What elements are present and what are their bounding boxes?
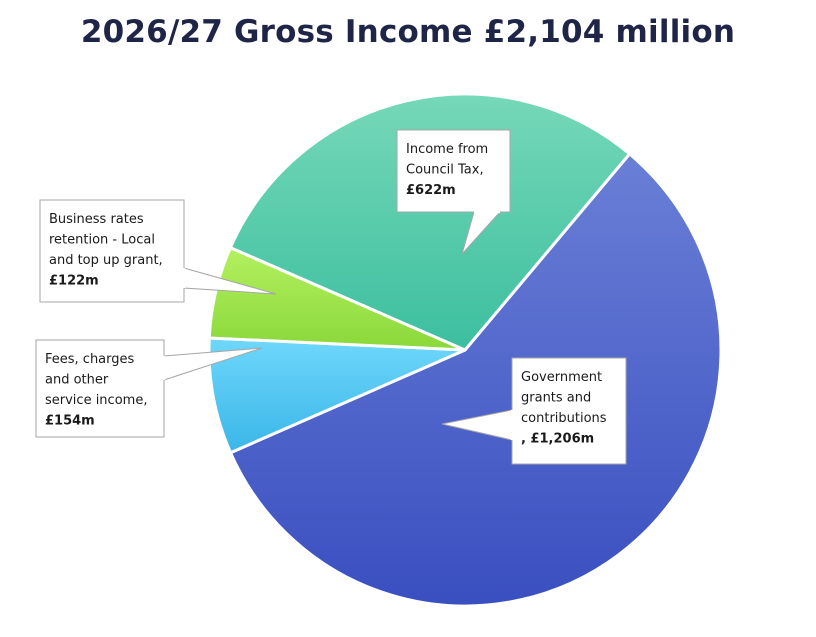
data-label-value: , £1,206m xyxy=(521,432,594,447)
data-label: Fees, charges and other service income, £15… xyxy=(35,339,263,438)
data-label-box xyxy=(35,339,165,438)
data-label-box xyxy=(396,129,511,213)
data-label-value: £622m xyxy=(406,183,456,198)
data-label-text: Council Tax, xyxy=(406,163,484,178)
data-label-text: Government xyxy=(521,370,602,385)
data-label: Government grants and contributions , £1,20… xyxy=(441,357,627,465)
data-label-text: and top up grant, xyxy=(49,253,163,268)
data-label-box xyxy=(511,357,627,465)
data-label-text: grants and xyxy=(521,391,591,406)
data-label-value: £122m xyxy=(49,274,99,289)
pie-slice xyxy=(228,92,632,352)
data-label-text: and other xyxy=(45,373,109,388)
data-label-text: service income, xyxy=(45,393,147,408)
data-label-text: Income from xyxy=(406,142,488,157)
data-label-text: Fees, charges xyxy=(45,352,135,367)
data-label-text: Business rates xyxy=(49,212,144,227)
pie-slice xyxy=(229,152,723,608)
data-label-box xyxy=(39,199,185,303)
data-label-text: retention - Local xyxy=(49,233,155,248)
pie-slice xyxy=(207,336,467,455)
chart-title: 2026/27 Gross Income £2,104 million xyxy=(80,14,736,50)
data-label: Business rates retention - Local and top u… xyxy=(39,199,277,303)
data-label-text: contributions xyxy=(521,411,607,426)
data-label-value: £154m xyxy=(45,414,95,429)
data-label: Income from Council Tax, £622m xyxy=(396,129,511,255)
